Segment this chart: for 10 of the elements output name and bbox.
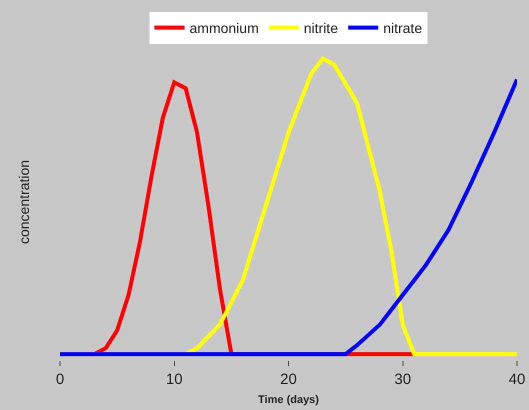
legend-label: nitrate xyxy=(383,20,422,36)
x-tick-label: 0 xyxy=(56,371,64,388)
x-axis-title: Time (days) xyxy=(258,394,320,406)
x-tick-label: 30 xyxy=(394,371,412,388)
x-tick-label: 40 xyxy=(508,371,526,388)
x-tick-label: 20 xyxy=(280,371,297,388)
y-axis-title: concentration xyxy=(16,160,32,244)
x-tick-label: 10 xyxy=(166,371,183,388)
legend-label: ammonium xyxy=(190,20,259,36)
legend-label: nitrite xyxy=(304,20,338,36)
